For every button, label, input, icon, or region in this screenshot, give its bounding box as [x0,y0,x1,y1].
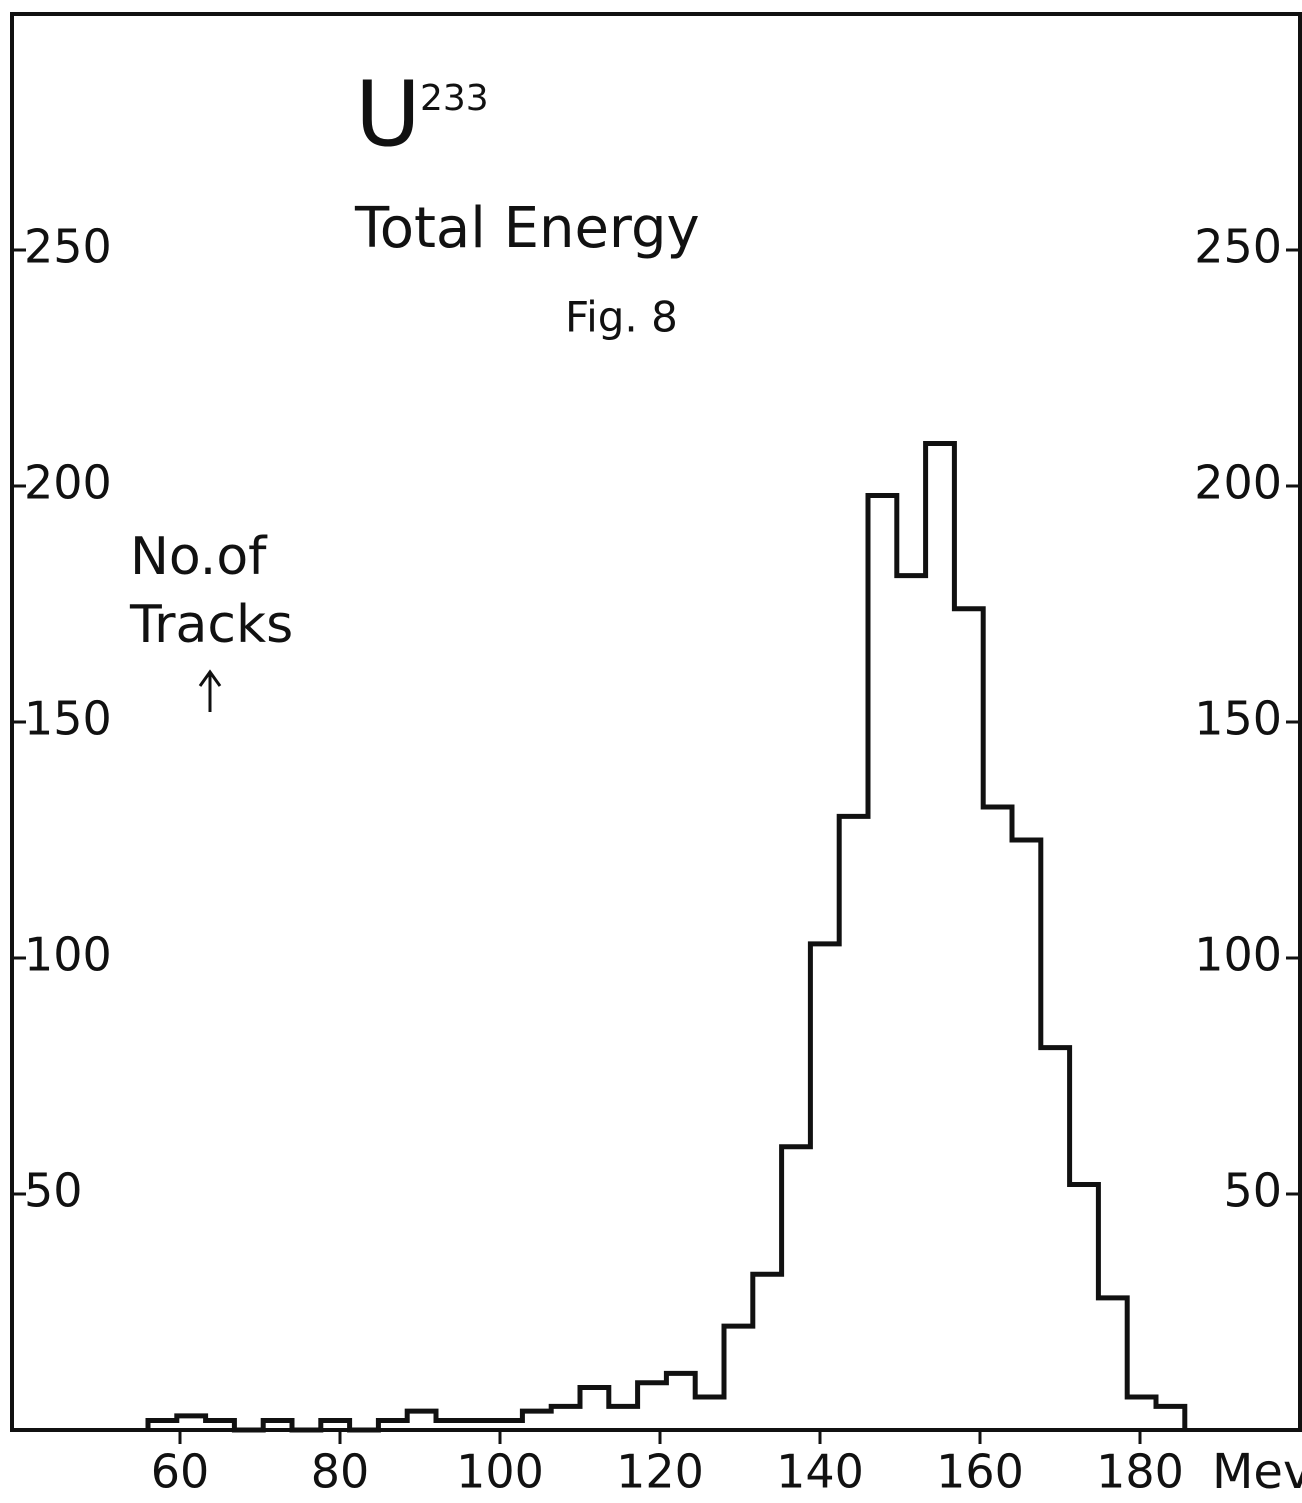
bar [753,1274,782,1430]
chart-title: Total Energy [354,196,700,261]
bar [695,1397,724,1430]
y-axis-label: Tracks [129,595,293,655]
y2-tick-label: 150 [1194,692,1282,746]
mass-number: 233 [420,78,489,119]
bar [580,1388,609,1430]
element-symbol: U [355,62,421,167]
x-tick-label: 60 [151,1445,210,1499]
bar [666,1373,695,1430]
x-tick-label: 120 [616,1445,704,1499]
histogram-outline [145,441,1188,1433]
bar [1156,1406,1185,1430]
y-tick-label: 200 [24,456,112,510]
y2-tick-label: 100 [1194,928,1282,982]
bar [638,1383,667,1430]
y-tick-label: 250 [24,220,112,274]
x-tick-label: 80 [311,1445,370,1499]
x-tick-label: 100 [456,1445,544,1499]
bar [551,1406,580,1430]
bar [839,816,868,1430]
y-tick-label: 50 [24,1164,83,1218]
x-axis-label: Mev [1212,1444,1302,1500]
bar [782,1147,811,1430]
bar [1012,840,1041,1430]
y-tick-label: 150 [24,692,112,746]
x-tick-label: 180 [1096,1445,1184,1499]
y2-tick-label: 50 [1223,1164,1282,1218]
bar [522,1411,551,1430]
bar [1041,1048,1070,1430]
y2-tick-label: 200 [1194,456,1282,510]
bar [954,609,983,1430]
bar [983,807,1012,1430]
y-axis-label: No.of [130,527,268,587]
bar [724,1326,753,1430]
bar [609,1406,638,1430]
bar [1098,1298,1127,1430]
y2-tick-label: 250 [1194,220,1282,274]
bar [868,495,897,1430]
bar [407,1411,436,1430]
chart-subtitle: Fig. 8 [565,293,678,342]
bar [1127,1397,1156,1430]
y-tick-label: 100 [24,928,112,982]
x-tick-label: 140 [776,1445,864,1499]
arrow [198,669,222,712]
x-tick-label: 160 [936,1445,1024,1499]
bar [897,576,926,1430]
bar [810,944,839,1430]
bar [1070,1185,1099,1430]
bar [926,444,955,1430]
